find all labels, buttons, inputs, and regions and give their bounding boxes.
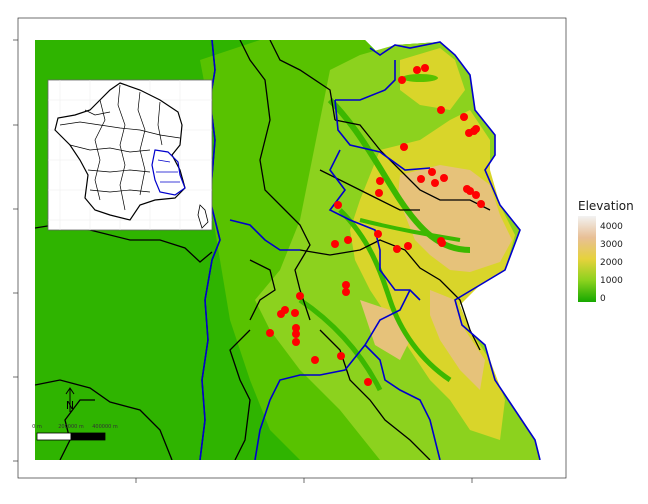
site-point	[460, 113, 468, 121]
site-point	[428, 168, 436, 176]
site-point	[291, 309, 299, 317]
site-point	[400, 143, 408, 151]
site-point	[417, 175, 425, 183]
site-point	[466, 187, 474, 195]
site-point	[292, 338, 300, 346]
scale-bar: 0 m 200000 m 400000 m	[32, 424, 118, 441]
site-point	[266, 329, 274, 337]
scale-label-1: 200000 m	[58, 424, 84, 430]
site-point	[398, 76, 406, 84]
legend-label-2000: 2000	[600, 258, 623, 268]
legend-label-0: 0	[600, 294, 606, 304]
site-point	[296, 292, 304, 300]
legend-label-3000: 3000	[600, 240, 623, 250]
site-point	[344, 236, 352, 244]
axis-ticks	[13, 39, 473, 483]
site-point	[292, 330, 300, 338]
site-point	[440, 174, 448, 182]
site-point	[331, 240, 339, 248]
france-outline	[54, 82, 186, 221]
scale-label-2: 400000 m	[92, 424, 118, 430]
site-point	[334, 201, 342, 209]
elevation-legend: Elevation 4000 3000 2000 1000 0	[578, 199, 634, 304]
site-point	[277, 310, 285, 318]
north-arrow: N	[65, 387, 75, 412]
site-point	[437, 106, 445, 114]
inset-map	[47, 79, 213, 231]
legend-title: Elevation	[578, 199, 634, 213]
site-point	[342, 281, 350, 289]
site-point	[337, 352, 345, 360]
site-point	[477, 200, 485, 208]
site-point	[311, 356, 319, 364]
site-point	[472, 125, 480, 133]
legend-label-4000: 4000	[600, 222, 623, 232]
site-point	[393, 245, 401, 253]
inset-highlight-region	[151, 149, 186, 196]
region-borders	[199, 40, 541, 460]
site-point	[376, 177, 384, 185]
site-point	[364, 378, 372, 386]
site-point	[421, 64, 429, 72]
site-points	[266, 64, 485, 386]
scale-label-0: 0 m	[32, 424, 42, 430]
site-point	[431, 179, 439, 187]
legend-colorbar	[578, 216, 596, 302]
site-point	[375, 189, 383, 197]
site-point	[374, 230, 382, 238]
legend-label-1000: 1000	[600, 276, 623, 286]
site-point	[438, 239, 446, 247]
site-point	[342, 288, 350, 296]
site-point	[404, 242, 412, 250]
site-point	[413, 66, 421, 74]
north-label: N	[66, 399, 74, 412]
site-point	[472, 191, 480, 199]
site-point	[292, 324, 300, 332]
